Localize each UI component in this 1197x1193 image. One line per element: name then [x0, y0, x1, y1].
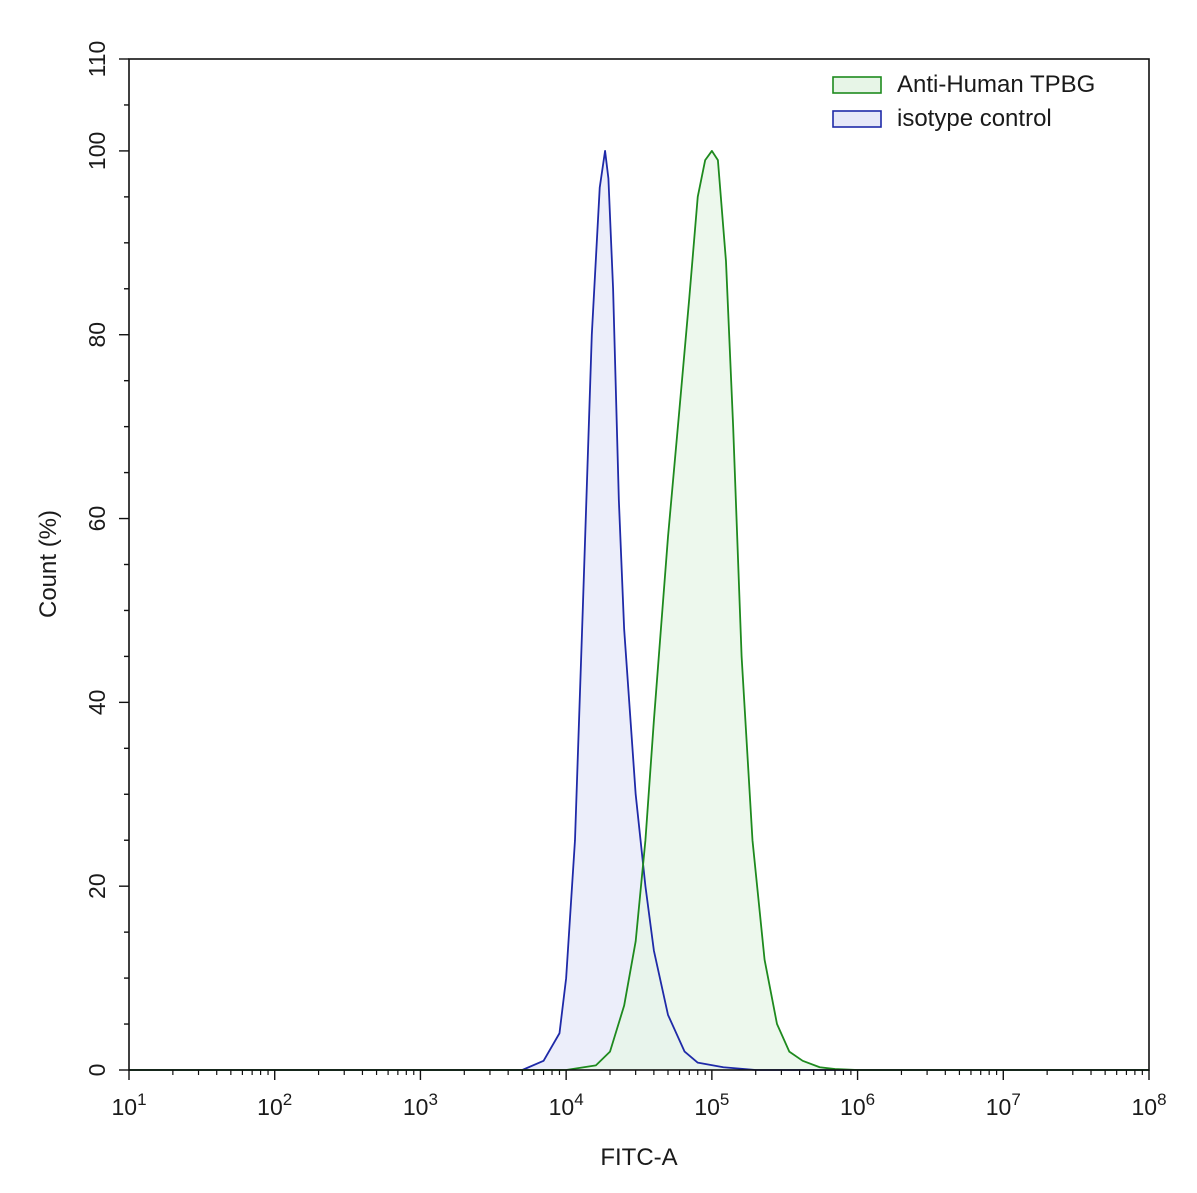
y-tick-label: 110 — [84, 41, 110, 78]
x-tick-label: 103 — [403, 1090, 438, 1120]
x-tick-label: 102 — [257, 1090, 292, 1120]
x-tick-label: 105 — [694, 1090, 729, 1120]
x-tick-label: 107 — [986, 1090, 1021, 1120]
series-fill-0 — [129, 150, 1149, 1070]
series-line-1 — [129, 150, 1149, 1071]
plot-area — [128, 58, 1150, 1071]
y-tick-label: 80 — [84, 322, 110, 348]
y-axis-title: Count (%) — [35, 510, 62, 618]
y-axis: 0 20 40 60 80 100 110 — [84, 41, 129, 1077]
y-tick-label: 40 — [84, 690, 110, 716]
series-line-0 — [129, 150, 1149, 1071]
x-tick-label: 101 — [111, 1090, 146, 1120]
x-axis-title: FITC-A — [600, 1144, 677, 1171]
x-tick-label: 108 — [1131, 1090, 1166, 1120]
y-tick-label: 100 — [84, 132, 110, 170]
y-tick-label: 20 — [84, 873, 110, 899]
y-tick-label: 60 — [84, 506, 110, 532]
legend-label: isotype control — [897, 105, 1052, 132]
series-fill-1 — [129, 150, 1149, 1070]
legend-swatch — [832, 76, 882, 94]
legend-label: Anti-Human TPBG — [897, 71, 1095, 98]
y-tick-label: 0 — [84, 1064, 110, 1077]
x-tick-label: 104 — [549, 1090, 584, 1120]
legend: Anti-Human TPBG isotype control — [832, 71, 1095, 132]
x-axis: 101 102 103 104 105 106 107 108 — [111, 1070, 1167, 1120]
x-tick-label: 106 — [840, 1090, 875, 1120]
legend-swatch — [832, 110, 882, 128]
